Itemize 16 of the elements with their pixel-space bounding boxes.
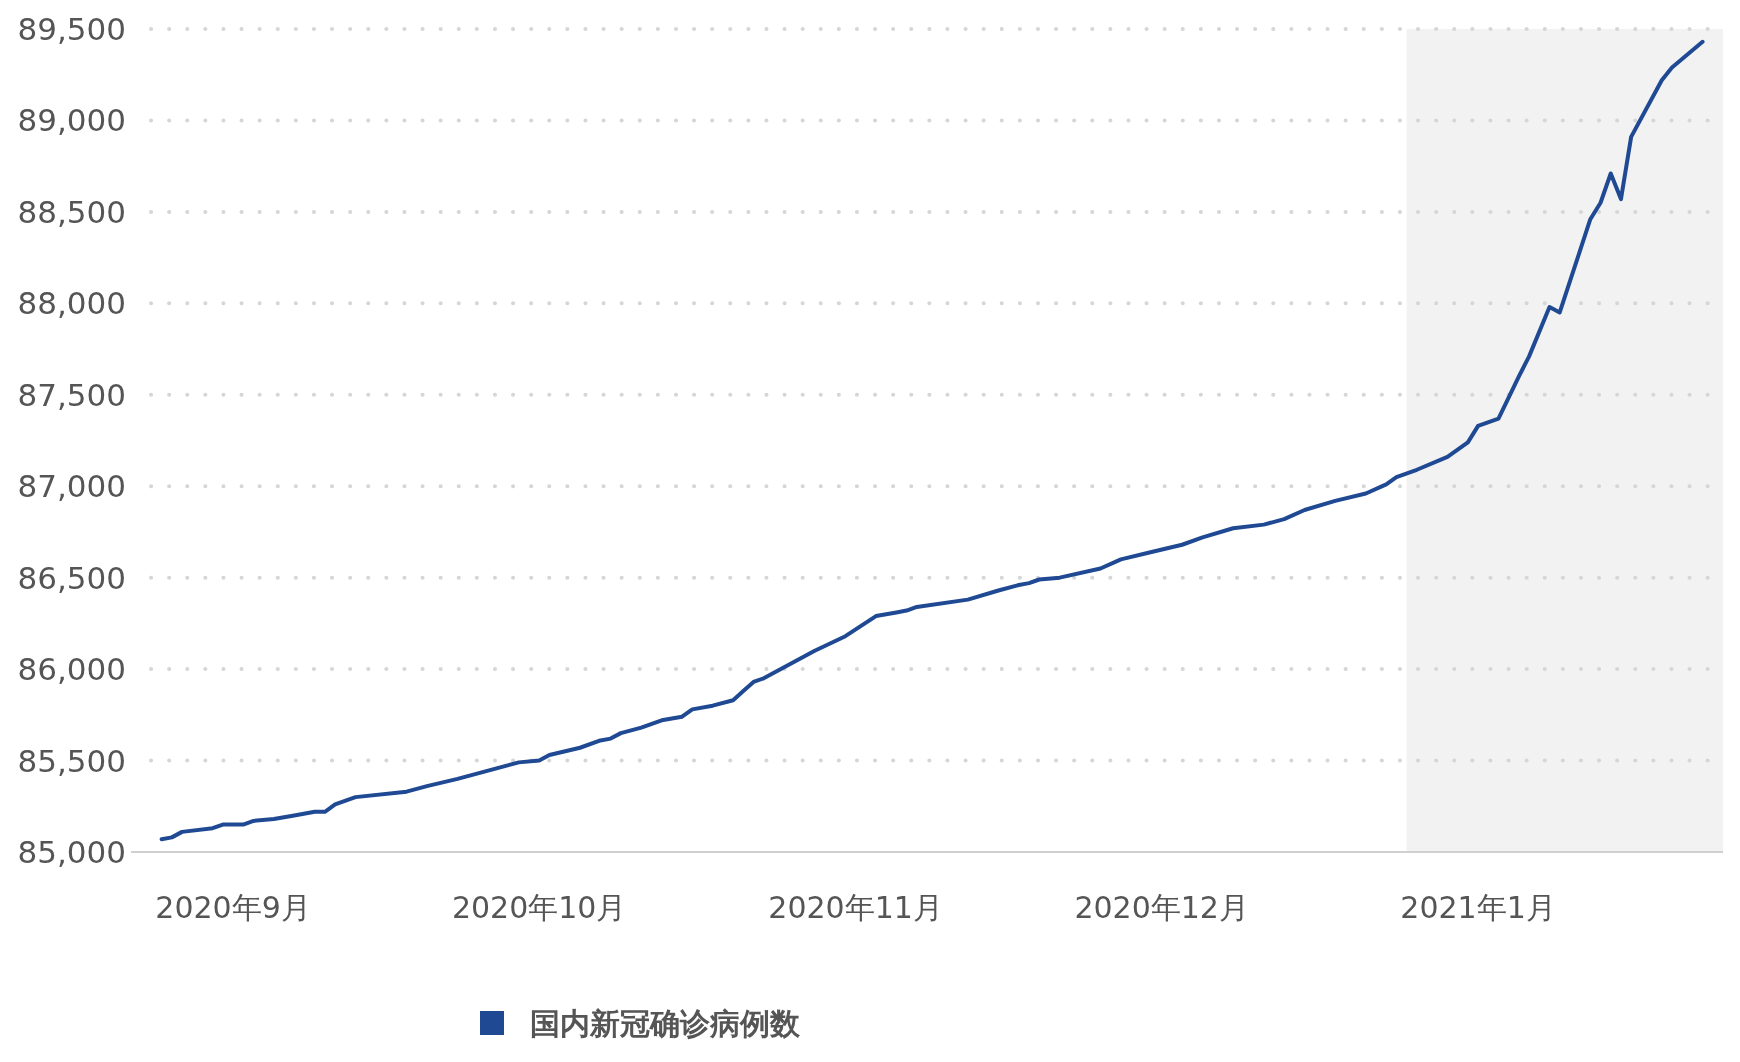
y-tick-label: 87,000: [17, 468, 126, 505]
y-tick-label: 89,000: [17, 102, 126, 139]
y-tick-label: 85,500: [17, 742, 126, 779]
y-tick-label: 88,500: [17, 193, 126, 230]
x-tick-label: 2021年1月: [1400, 890, 1556, 925]
y-tick-label: 87,500: [17, 376, 126, 413]
x-tick-label: 2020年11月: [768, 890, 943, 925]
y-tick-label: 86,000: [17, 651, 126, 688]
y-tick-label: 89,500: [17, 11, 126, 47]
y-tick-label: 85,000: [17, 834, 126, 870]
x-tick-label: 2020年12月: [1074, 890, 1249, 925]
x-tick-label: 2020年10月: [451, 890, 627, 925]
legend-label: 国内新冠确诊病例数: [530, 1006, 801, 1041]
x-tick-label: 2020年9月: [155, 890, 311, 925]
y-tick-label: 86,500: [17, 559, 126, 596]
y-tick-label: 88,000: [17, 285, 126, 322]
